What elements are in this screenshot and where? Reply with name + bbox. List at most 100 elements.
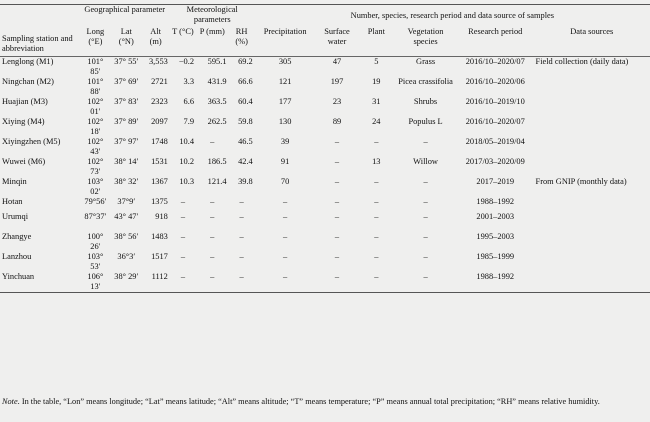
cell-lat: 37° 83′ [114, 96, 139, 106]
cell-rh: – [239, 231, 244, 241]
cell-p: – [210, 136, 215, 146]
table-row: Ningchan (M2) 101° 88′ 37° 69′ 2721 3.3 … [0, 77, 650, 97]
cell-alt: 1748 [151, 136, 168, 146]
cell-veg: Grass [416, 56, 436, 66]
cell-precip: 39 [280, 136, 290, 146]
cell-long: 79°56′ [84, 196, 107, 206]
cell-plant: 19 [372, 76, 381, 86]
cell-t: 6.6 [183, 96, 195, 106]
table-header: Sampling station and abbreviation Geogra… [0, 4, 650, 57]
cell-rh: 59.8 [238, 116, 253, 126]
cell-veg: – [394, 271, 458, 293]
cell-precip: 305 [278, 56, 292, 66]
cell-surface: – [334, 211, 340, 221]
header-met: Meteorological parameters [169, 4, 255, 27]
cell-long: 102° 01′ [87, 96, 104, 116]
table-row: Lanzhou 103° 53′ 36°3′ 1517 – – – – – – … [0, 252, 650, 272]
cell-surface: 197 [330, 76, 344, 86]
header-p: P (mm) [199, 27, 225, 36]
cell-surface: – [334, 176, 340, 186]
cell-veg: Picea crassifolia [398, 76, 453, 86]
table-row: Xiying (M4) 102° 18′ 37° 89′ 2097 7.9 26… [0, 117, 650, 137]
cell-t: – [180, 211, 185, 221]
cell-source: From GNIP (monthly data) [535, 176, 627, 186]
table-row: Minqin 103° 02′ 38° 32′ 1367 10.3 121.4 … [0, 177, 650, 197]
cell-surface: – [334, 231, 340, 241]
cell-long: 102° 43′ [87, 136, 104, 156]
cell-precip: 130 [278, 116, 292, 126]
cell-source [534, 77, 650, 97]
cell-period: 2001–2003 [476, 211, 515, 221]
cell-precip: 121 [278, 76, 292, 86]
cell-lat: 43° 47′ [114, 211, 139, 221]
cell-p: – [210, 251, 215, 261]
table-note: Note. In the table, “Lon” means longitud… [2, 397, 642, 408]
cell-source [534, 212, 650, 232]
header-plant: Plant [367, 27, 385, 36]
cell-veg: – [423, 136, 428, 146]
cell-period: 2018/05–2019/04 [465, 136, 525, 146]
cell-period: 1985–1999 [476, 251, 515, 261]
header-surface: Surface water [324, 27, 350, 46]
cell-lat: 37° 89′ [114, 116, 139, 126]
cell-station: Hotan [2, 196, 23, 206]
cell-surface: – [334, 196, 340, 206]
table-row: Yinchuan 106° 13′ 38° 29′ 1112 – – – – –… [0, 271, 650, 293]
cell-t: −0.2 [178, 56, 195, 66]
header-samples: Number, species, research period and dat… [254, 4, 650, 27]
note-label: Note [2, 397, 18, 406]
cell-veg: – [423, 176, 428, 186]
cell-rh: – [239, 211, 244, 221]
cell-source [534, 97, 650, 117]
data-table: Sampling station and abbreviation Geogra… [0, 4, 650, 293]
cell-alt: 1483 [151, 231, 168, 241]
cell-long: 87°37′ [84, 211, 107, 221]
cell-plant: 5 [374, 56, 379, 66]
cell-long: 102° 18′ [87, 116, 104, 136]
cell-rh: 42.4 [238, 156, 253, 166]
cell-alt: 1112 [141, 271, 170, 293]
cell-surface: – [334, 136, 340, 146]
cell-source [534, 117, 650, 137]
cell-rh: 69.2 [238, 56, 253, 66]
cell-alt: 918 [155, 211, 168, 221]
cell-source [534, 232, 650, 252]
header-geo: Geographical parameter [79, 4, 170, 27]
cell-t: – [180, 251, 185, 261]
cell-p: 262.5 [207, 116, 227, 126]
cell-alt: 1367 [151, 176, 168, 186]
cell-source [534, 197, 650, 212]
cell-plant: 24 [372, 116, 381, 126]
cell-t: 10.3 [179, 176, 195, 186]
cell-rh: – [239, 251, 244, 261]
cell-surface: – [334, 156, 340, 166]
cell-long: 101° 88′ [87, 76, 104, 96]
cell-precip: – [283, 211, 288, 221]
cell-alt: 1517 [151, 251, 168, 261]
cell-p: 186.5 [207, 156, 227, 166]
cell-precip: – [283, 196, 288, 206]
cell-station: Urumqi [2, 211, 29, 221]
cell-period: 2016/10–2020/07 [465, 116, 525, 126]
cell-p: – [196, 271, 229, 293]
cell-long: 103° 02′ [87, 176, 104, 196]
table-row: Lenglong (M1) 101° 85′ 37° 55′ 3,553 −0.… [0, 56, 650, 77]
cell-period: 2016/10–2020/06 [465, 76, 525, 86]
table-row: Huajian (M3) 102° 01′ 37° 83′ 2323 6.6 3… [0, 97, 650, 117]
cell-station: Wuwei (M6) [2, 156, 46, 166]
cell-long: 102° 73′ [87, 156, 104, 176]
cell-period: 1988–1992 [476, 196, 515, 206]
cell-p: – [210, 231, 215, 241]
cell-lat: 38° 32′ [114, 176, 139, 186]
cell-surface: 89 [332, 116, 342, 126]
cell-plant: – [374, 211, 379, 221]
cell-period: 2016/10–2020/07 [465, 56, 525, 66]
cell-alt: 2097 [151, 116, 168, 126]
cell-lat: 37°9′ [117, 196, 136, 206]
cell-precip: 70 [280, 176, 290, 186]
note-text: . In the table, “Lon” means longitude; “… [17, 397, 600, 406]
cell-precip: 91 [280, 156, 290, 166]
cell-long: 106° 13′ [79, 271, 112, 293]
cell-long: 100° 26′ [87, 231, 104, 251]
cell-p: 363.5 [207, 96, 227, 106]
